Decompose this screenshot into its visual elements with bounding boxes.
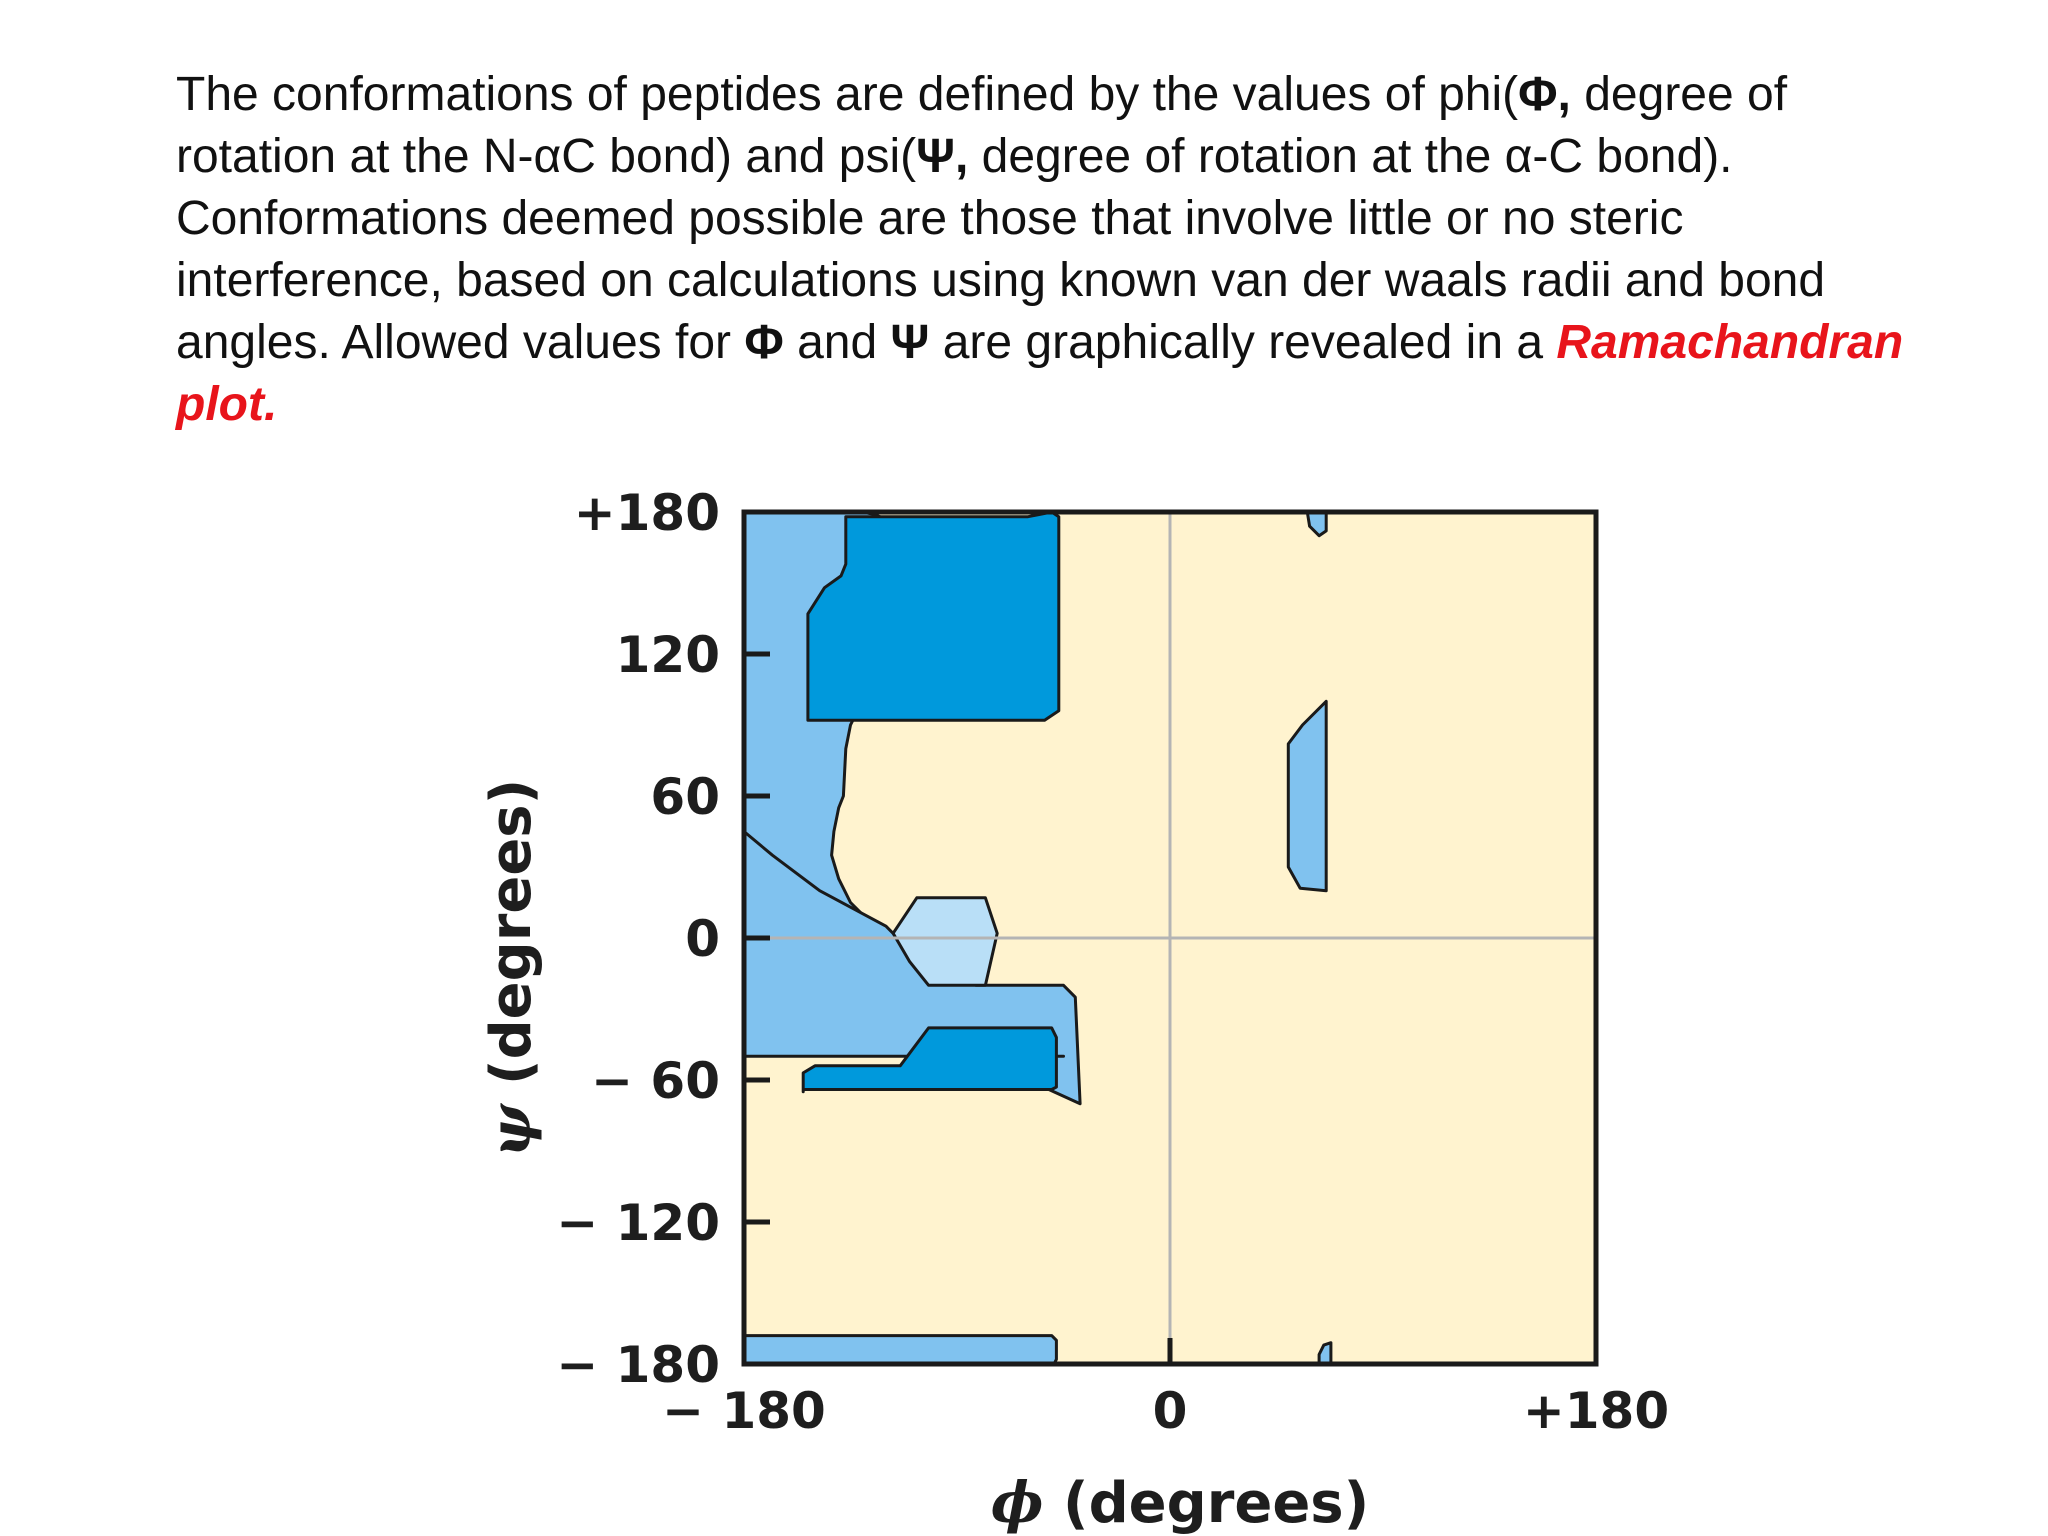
allowed-region-outer-2	[742, 1334, 1058, 1366]
psi-symbol: Ψ,	[916, 130, 969, 183]
y-tick-label: − 60	[591, 1052, 720, 1110]
text-l1a: The conformations of peptides are define…	[176, 68, 1519, 121]
x-axis-label: ϕ (degrees)	[991, 1470, 1369, 1536]
psi-symbol-2: Ψ	[890, 316, 930, 369]
text-l5b: are graphically revealed in a	[929, 316, 1557, 369]
y-tick-label: − 180	[556, 1336, 720, 1394]
allowed-region-outer-3	[1286, 699, 1328, 893]
y-tick-label: 0	[685, 910, 720, 968]
allowed-region-core-7	[801, 1026, 1058, 1094]
y-axis-label: ψ (degrees)	[478, 779, 544, 1157]
x-tick-label: 0	[1153, 1382, 1188, 1440]
y-tick-label: +180	[574, 484, 720, 542]
text-l5mid: and	[783, 316, 891, 369]
text-l1b: degree of rotation at the N-αC bond) and…	[176, 68, 1788, 183]
text-l2b: degree of rotation at the α-C bond). Con…	[176, 130, 1826, 369]
allowed-region-core-6	[806, 510, 1061, 722]
phi-symbol-2: Φ	[744, 316, 784, 369]
ramachandran-plot-link-text: Ramachandran plot.	[176, 316, 1904, 431]
x-tick-label: − 180	[662, 1382, 826, 1440]
description-paragraph: The conformations of peptides are define…	[176, 64, 1936, 436]
y-tick-label: 60	[650, 768, 720, 826]
y-tick-label: 120	[616, 626, 720, 684]
x-tick-label: +180	[1523, 1382, 1669, 1440]
phi-symbol: Φ,	[1518, 68, 1571, 121]
y-tick-label: − 120	[556, 1194, 720, 1252]
